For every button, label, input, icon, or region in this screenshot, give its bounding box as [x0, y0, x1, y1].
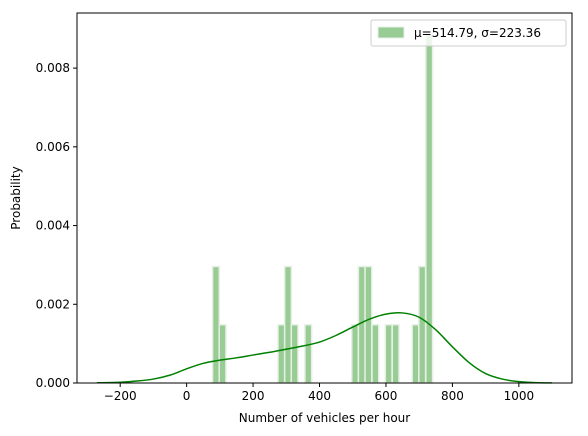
histogram-bar-9 [371, 323, 380, 384]
histogram-bar-2 [277, 323, 286, 384]
y-tick-label: 0.008 [36, 61, 70, 75]
histogram-bar-13 [418, 265, 427, 384]
y-tick-label: 0.002 [36, 297, 70, 311]
y-tick-label: 0.000 [36, 376, 70, 390]
histogram-bar-6 [350, 323, 360, 384]
x-tick-label: 0 [183, 389, 191, 403]
legend: μ=514.79, σ=223.36 [370, 19, 567, 47]
y-axis-ticks: 0.000 0.002 0.004 0.006 0.008 [36, 61, 77, 390]
legend-box [370, 19, 567, 47]
y-tick-label: 0.006 [36, 140, 70, 154]
x-tick-label: 1000 [504, 389, 535, 403]
legend-swatch [377, 26, 405, 39]
plot-frame [76, 12, 573, 384]
kde-curve-group [96, 312, 553, 384]
histogram-bar-11 [391, 323, 400, 384]
x-axis-label: Number of vehicles per hour [239, 411, 411, 425]
histogram-bar-0 [211, 265, 221, 384]
y-axis-label: Probability [9, 166, 23, 229]
histogram-bar-10 [384, 323, 393, 384]
legend-entry-label: μ=514.79, σ=223.36 [414, 26, 541, 40]
x-axis-ticks: −200 0 200 400 600 800 1000 [104, 383, 534, 403]
histogram-bar-1 [218, 323, 227, 384]
histogram-bar-5 [304, 323, 313, 384]
x-tick-label: 400 [308, 389, 331, 403]
histogram-bar-4 [290, 323, 299, 384]
y-tick-label: 0.004 [36, 219, 70, 233]
kde-curve [96, 312, 553, 384]
x-tick-label: 800 [441, 389, 464, 403]
x-tick-label: −200 [104, 389, 137, 403]
histogram-bar-3 [283, 265, 293, 384]
histogram-bars [211, 32, 434, 384]
histogram-bar-14 [425, 32, 434, 384]
x-tick-label: 200 [242, 389, 265, 403]
x-tick-label: 600 [375, 389, 398, 403]
histogram-bar-8 [364, 265, 373, 384]
histogram-bar-7 [357, 265, 366, 384]
histogram-bar-12 [411, 323, 420, 384]
